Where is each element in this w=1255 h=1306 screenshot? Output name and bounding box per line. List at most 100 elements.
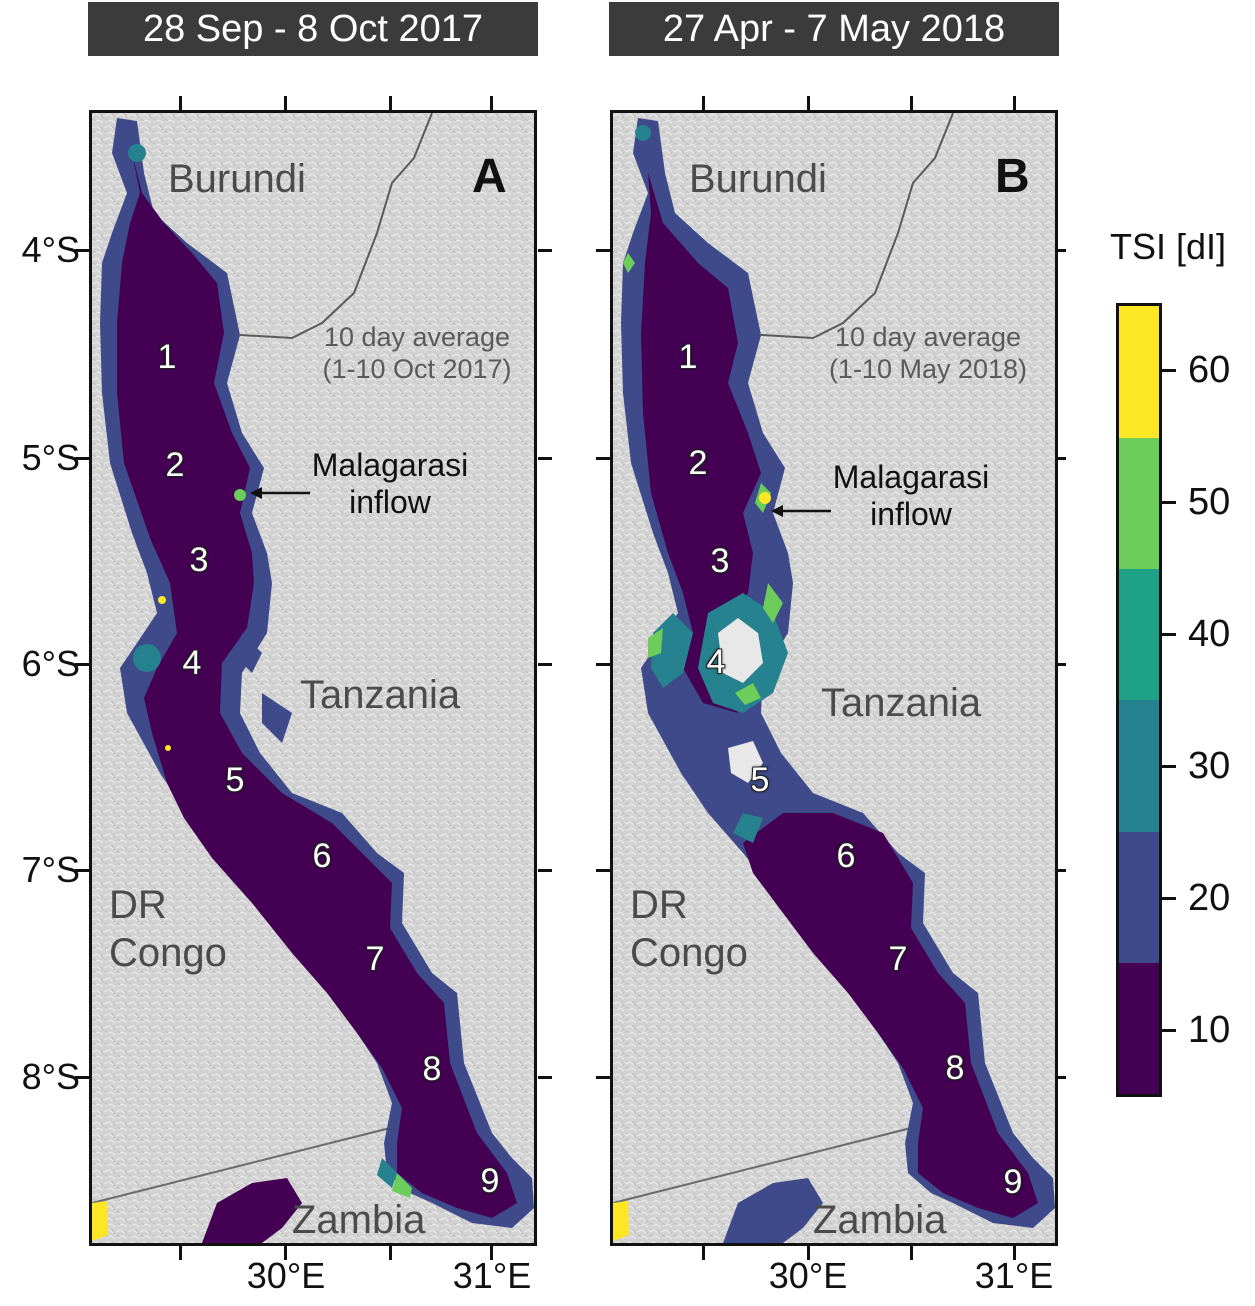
- colorbar-segment: [1119, 306, 1159, 438]
- inflow-arrow-b: [771, 505, 831, 517]
- lon-label-30e-b: 30°E: [768, 1255, 848, 1296]
- axis-tick: [389, 1246, 392, 1260]
- country-label-drc: DR Congo: [630, 881, 748, 977]
- average-note-a: 10 day average (1-10 Oct 2017): [302, 321, 532, 386]
- axis-tick: [389, 96, 392, 110]
- axis-tick: [1052, 249, 1066, 252]
- colorbar-title: TSI [dI]: [1110, 226, 1227, 267]
- colorbar-segment: [1119, 831, 1159, 964]
- axis-tick: [538, 869, 552, 872]
- station-marker: 8: [945, 1049, 965, 1087]
- axis-tick: [179, 1246, 182, 1260]
- axis-tick: [75, 1076, 89, 1079]
- country-label-drc-line1: DR: [630, 883, 688, 927]
- map-panel-a: Burundi A 10 day average (1-10 Oct 2017)…: [89, 110, 537, 1246]
- country-label-drc-line1: DR: [109, 883, 167, 927]
- axis-tick: [596, 457, 610, 460]
- axis-tick: [75, 457, 89, 460]
- axis-tick: [538, 457, 552, 460]
- station-marker: 1: [157, 338, 177, 376]
- colorbar-segment: [1119, 568, 1159, 701]
- country-label-burundi: Burundi: [689, 157, 827, 201]
- axis-tick: [910, 96, 913, 110]
- map-panel-b: Burundi B 10 day average (1-10 May 2018)…: [610, 110, 1058, 1246]
- colorbar-tick-label: 10: [1188, 1009, 1231, 1051]
- axis-tick: [1013, 96, 1016, 110]
- axis-tick: [538, 249, 552, 252]
- country-label-tanzania: Tanzania: [300, 673, 461, 717]
- average-note-b: 10 day average (1-10 May 2018): [813, 321, 1043, 386]
- country-label-zambia: Zambia: [292, 1198, 426, 1242]
- station-marker: 5: [225, 761, 245, 799]
- panel-letter-a: A: [472, 150, 507, 203]
- axis-tick: [807, 96, 810, 110]
- lon-label-30e-a: 30°E: [246, 1255, 326, 1296]
- average-note-line1: 10 day average: [323, 322, 511, 352]
- country-label-tanzania: Tanzania: [821, 681, 982, 725]
- station-marker: 2: [165, 446, 185, 484]
- station-marker: 7: [888, 940, 908, 978]
- axis-tick: [75, 663, 89, 666]
- colorbar-tick: [1162, 765, 1176, 768]
- country-label-drc-line2: Congo: [630, 931, 748, 975]
- colorbar-tick-label: 30: [1188, 745, 1231, 787]
- station-marker: 6: [312, 837, 332, 875]
- station-marker: 9: [1003, 1163, 1023, 1201]
- lon-label-31e-a: 31°E: [452, 1255, 532, 1296]
- axis-tick: [1052, 1076, 1066, 1079]
- station-marker: 3: [710, 542, 730, 580]
- colorbar-segment: [1119, 437, 1159, 570]
- colorbar-tick-label: 50: [1188, 481, 1231, 523]
- colorbar: [1116, 303, 1162, 1097]
- station-marker: 5: [750, 761, 770, 799]
- colorbar-segment: [1119, 700, 1159, 832]
- axis-tick: [702, 96, 705, 110]
- axis-tick: [284, 96, 287, 110]
- station-marker: 6: [836, 837, 856, 875]
- average-note-line1: 10 day average: [834, 322, 1022, 352]
- country-label-drc: DR Congo: [109, 881, 227, 977]
- colorbar-tick: [1162, 501, 1176, 504]
- station-marker: 9: [480, 1162, 500, 1200]
- lake-map-a: [92, 113, 534, 1243]
- lat-label-6s: 6°S: [21, 643, 80, 684]
- colorbar-segment: [1119, 962, 1159, 1095]
- axis-tick: [596, 1076, 610, 1079]
- colorbar-tick: [1162, 633, 1176, 636]
- axis-tick: [807, 1246, 810, 1260]
- station-marker: 2: [688, 444, 708, 482]
- panel-letter-b: B: [995, 150, 1030, 203]
- colorbar-tick-label: 20: [1188, 877, 1231, 919]
- colorbar-tick: [1162, 369, 1176, 372]
- axis-tick: [75, 249, 89, 252]
- lat-label-7s: 7°S: [21, 849, 80, 890]
- axis-tick: [596, 663, 610, 666]
- inflow-line2: inflow: [870, 495, 952, 532]
- inflow-line2: inflow: [349, 483, 431, 520]
- axis-tick: [1052, 663, 1066, 666]
- date-banner-a: 28 Sep - 8 Oct 2017: [88, 2, 538, 56]
- average-note-line2: (1-10 May 2018): [828, 354, 1028, 385]
- axis-tick: [1052, 457, 1066, 460]
- lat-label-8s: 8°S: [21, 1056, 80, 1097]
- lake-map-b: [613, 113, 1055, 1243]
- average-note-line2: (1-10 Oct 2017): [322, 354, 512, 385]
- colorbar-tick-label: 40: [1188, 613, 1231, 655]
- lat-label-5s: 5°S: [21, 437, 80, 478]
- axis-tick: [490, 96, 493, 110]
- colorbar-tick: [1162, 897, 1176, 900]
- station-marker: 1: [678, 338, 698, 376]
- axis-tick: [1013, 1246, 1016, 1260]
- country-label-burundi: Burundi: [168, 157, 306, 201]
- station-marker: 4: [706, 643, 726, 681]
- country-label-zambia: Zambia: [813, 1198, 947, 1242]
- inflow-line1: Malagarasi: [311, 447, 469, 483]
- axis-tick: [596, 869, 610, 872]
- colorbar-tick-label: 60: [1188, 349, 1231, 391]
- axis-tick: [596, 249, 610, 252]
- inflow-arrow-a: [250, 487, 310, 499]
- axis-tick: [702, 1246, 705, 1260]
- inflow-label-b: Malagarasi inflow: [821, 459, 1001, 533]
- axis-tick: [1052, 869, 1066, 872]
- station-marker: 4: [182, 644, 202, 682]
